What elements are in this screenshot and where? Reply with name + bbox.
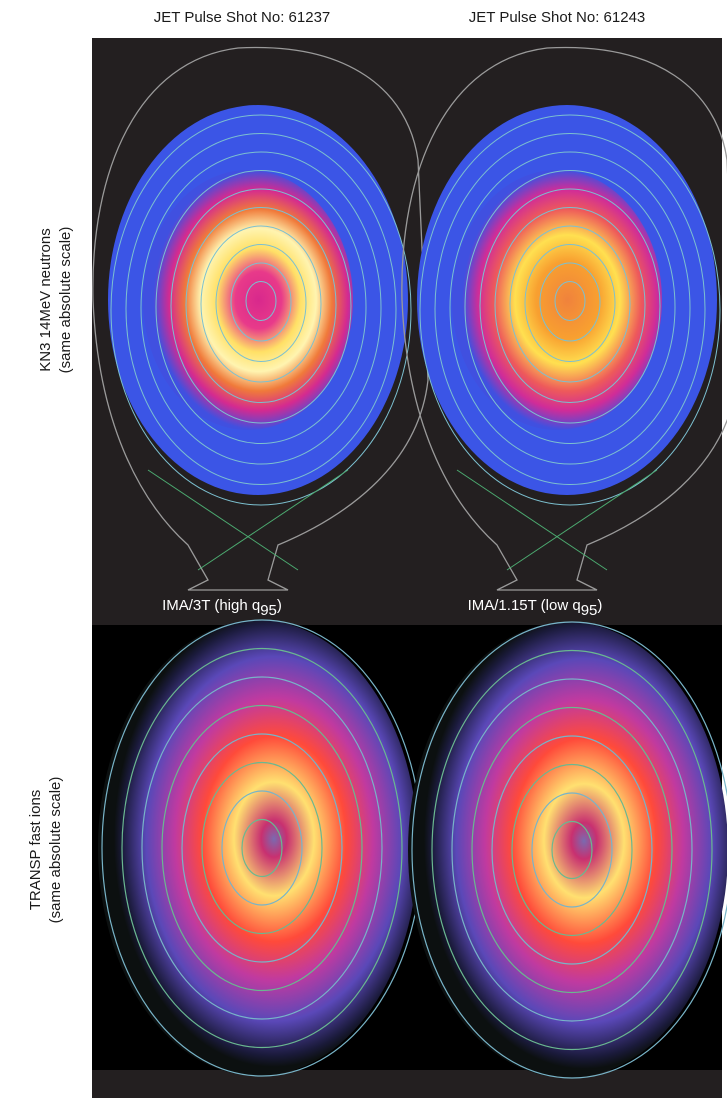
figure: JET Pulse Shot No: 61237 JET Pulse Shot …: [0, 0, 727, 1098]
caption-text: IMA/3T (high q: [162, 597, 260, 614]
bottom-band: [92, 1070, 722, 1098]
row-label: KN3 14MeV neutrons: [37, 228, 54, 371]
caption-subscript: 95: [260, 602, 277, 619]
caption-subscript: 95: [581, 602, 598, 619]
column-title: JET Pulse Shot No: 61237: [154, 9, 331, 26]
fast-ion-profile: [98, 620, 418, 1076]
caption-text: IMA/1.15T (low q: [468, 597, 581, 614]
row-label: TRANSP fast ions: [27, 790, 44, 911]
row-sublabel: (same absolute scale): [57, 227, 74, 374]
fast-ion-profile: [408, 622, 727, 1078]
column-title: JET Pulse Shot No: 61243: [469, 9, 646, 26]
caption-suffix: ): [597, 597, 602, 614]
row-sublabel: (same absolute scale): [47, 777, 64, 924]
caption-suffix: ): [277, 597, 282, 614]
